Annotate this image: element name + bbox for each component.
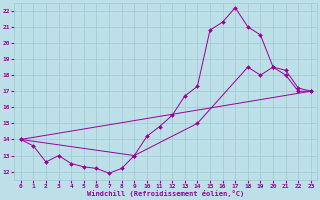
X-axis label: Windchill (Refroidissement éolien,°C): Windchill (Refroidissement éolien,°C) [87, 190, 244, 197]
